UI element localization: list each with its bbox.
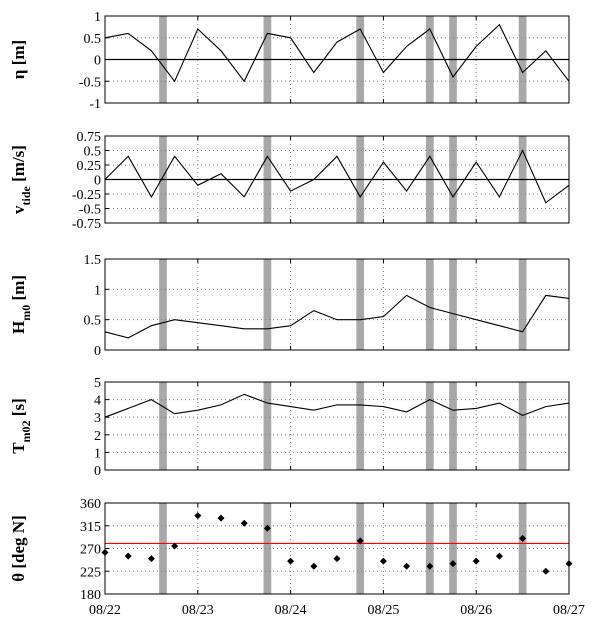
shaded-interval [159,503,167,594]
data-point [147,555,155,563]
series-line [104,149,570,204]
y-tick-label: 270 [80,543,101,558]
x-tick-labels: 08/22 08/23 08/24 08/25 08/26 08/27 [89,603,585,618]
shaded-interval [356,503,365,594]
data-point [542,567,550,575]
shaded-interval [518,382,527,470]
y-tick-label: 5 [94,376,101,391]
y-tick-label: -0.5 [79,203,101,218]
y-tick-label: -1 [89,97,101,112]
data-point [519,534,527,542]
y-tick-label: 0 [94,464,101,479]
chart-panel-2: 0.750.50.250-0.25-0.5-0.75 vtide [m/s] [9,130,570,232]
data-point [217,514,225,522]
x-tick-label: 08/25 [367,603,399,618]
x-tick-label: 08/22 [89,603,121,618]
y-tick-label: -0.75 [72,217,101,232]
y-tick-label: -0.25 [72,188,101,203]
y-tick-label: 4 [94,394,101,409]
y-tick-label: 3 [94,411,101,426]
y-tick-label: 1 [94,10,101,25]
x-tick-label: 08/23 [182,603,214,618]
data-point [379,557,387,565]
y-tick-label: 1.5 [84,253,102,268]
shaded-interval [518,503,527,594]
y-tick-label: -0.5 [79,75,101,90]
y-tick-label: 0 [94,174,101,189]
series-line [104,294,570,339]
y-tick-label: 0 [94,54,101,69]
y-tick-label: 180 [80,588,101,603]
data-point [495,552,503,560]
chart-panel-3: 1.5 1 0.5 0 Hm0 [m] [9,253,570,359]
y-axis-label: θ [deg N] [9,515,28,581]
data-point [449,560,457,568]
chart-panel-5: 360 315 270 225 180 θ [deg N] [9,497,573,603]
shaded-interval [263,382,272,470]
shaded-interval [356,382,365,470]
y-axis-label: vtide [m/s] [9,145,33,214]
shaded-interval [518,259,527,350]
y-tick-label: 225 [80,565,101,580]
x-tick-label: 08/27 [553,603,585,618]
y-axis-label: Hm0 [m] [9,275,33,334]
chart-panel-4: 5 4 3 2 1 0 Tm02 [s] [9,376,570,479]
y-tick-label: 0.25 [77,159,102,174]
shaded-interval [425,382,434,470]
axes-frame [104,258,570,351]
y-tick-label: 2 [94,429,101,444]
data-point [240,519,248,527]
series-line [104,23,570,83]
data-point [333,555,341,563]
y-tick-label: 0.5 [84,32,102,47]
y-tick-label: 315 [80,520,101,535]
data-point [426,562,434,570]
y-axis-label: Tm02 [s] [9,398,33,454]
y-tick-label: 360 [80,497,101,512]
y-tick-label: 0 [94,344,101,359]
y-tick-label: 0.75 [77,130,102,145]
data-point [287,557,295,565]
shaded-interval [263,503,272,594]
y-tick-label: 0.5 [84,314,102,329]
x-tick-label: 08/24 [275,603,307,618]
x-tick-label: 08/26 [460,603,492,618]
data-point [356,537,364,545]
data-point [124,552,132,560]
data-point [310,562,318,570]
shaded-interval [356,259,365,350]
data-point [194,512,202,520]
shaded-interval [449,259,457,350]
y-tick-label: 1 [94,283,101,298]
chart-panel-1: 1 0.5 0 -0.5 -1 η [m] [9,10,570,112]
data-point [171,542,179,550]
data-point [472,557,480,565]
shaded-interval [263,259,272,350]
axes-frame [104,381,570,471]
shaded-interval [159,259,167,350]
shaded-interval [425,259,434,350]
shaded-interval [159,382,167,470]
series-line [104,393,570,418]
shaded-interval [449,382,457,470]
data-point [403,562,411,570]
y-tick-label: 1 [94,446,101,461]
data-point [263,524,271,532]
y-axis-label: η [m] [9,40,28,79]
y-tick-label: 0.5 [84,145,102,160]
